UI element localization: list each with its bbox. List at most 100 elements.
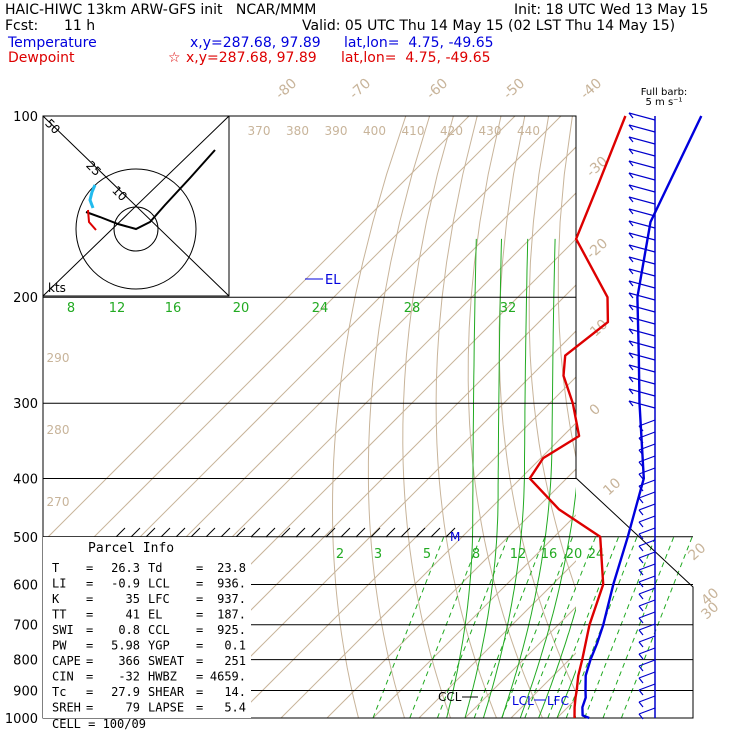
parcel-key-td: Td [148, 561, 162, 575]
valid-time: Valid: 05 UTC Thu 14 May 15 (02 LST Thu … [302, 18, 676, 34]
parcel-eq: = [86, 592, 93, 606]
mixing-ratio-line [372, 537, 445, 718]
mixing-ratio-label-5: 5 [423, 547, 431, 562]
moist-adiabat-label-12: 12 [109, 301, 126, 316]
wind-barb [628, 364, 656, 373]
isotherm-label-50: -50 [500, 75, 528, 102]
wind-barb [628, 136, 656, 145]
parcel-key-el: EL [148, 608, 162, 622]
theta-label-380: 380 [286, 124, 309, 138]
wind-barb [628, 376, 656, 385]
parcel-key-k: K [52, 592, 60, 606]
hodograph-diagonals [42, 115, 230, 297]
wind-barb [638, 551, 656, 559]
wind-barb [638, 587, 656, 595]
mixing-ratio-line [547, 537, 620, 718]
moist-adiabat-line [574, 715, 576, 718]
wind-barb-feather [628, 292, 634, 299]
hatch-mark [280, 527, 291, 538]
parcel-key-li: LI [52, 577, 66, 591]
wind-barb [628, 292, 656, 301]
parcel-key-swi: SWI [52, 623, 74, 637]
hatch-mark [295, 527, 306, 538]
dry-adiabat-line [498, 116, 576, 694]
wind-barb [628, 112, 656, 121]
parcel-key-sreh: SREH [52, 701, 81, 715]
parcel-value-tt: 41 [126, 608, 140, 622]
hodograph-kts-label: kts [48, 281, 66, 295]
dry-adiabat-line [367, 116, 431, 718]
parcel-value-el: 187. [217, 608, 246, 622]
parcel-eq: = [196, 561, 203, 575]
hatch-mark [205, 527, 216, 538]
wind-barb-feather [638, 653, 644, 660]
temperature-latlon: lat,lon= 4.75, -49.65 [344, 35, 494, 51]
wind-barb-feather [638, 545, 644, 552]
ccl-label: CCL [438, 690, 462, 704]
dry-adiabat-line [691, 116, 740, 731]
wind-barb-feather [638, 533, 644, 540]
wind-barb-feather [628, 268, 634, 275]
wind-barb-feather [628, 316, 634, 323]
hatch-mark [445, 527, 456, 538]
wind-barb [638, 647, 656, 655]
parcel-value-tc: 27.9 [111, 685, 140, 699]
theta-label-440: 440 [517, 124, 540, 138]
pressure-label-400: 400 [13, 472, 38, 487]
forecast-hour: 11 h [64, 18, 96, 34]
theta-label-370: 370 [248, 124, 271, 138]
parcel-key-tt: TT [52, 608, 66, 622]
hatch-mark [190, 527, 201, 538]
wind-barb [638, 671, 656, 679]
wind-barb-feather [628, 340, 634, 347]
isotherm-label-10: 10 [600, 475, 624, 499]
el-label: EL [325, 273, 341, 288]
wind-barb-feather [638, 665, 644, 672]
dewpoint-profile [528, 115, 627, 719]
wind-barb-feather [638, 437, 644, 444]
wind-barb-feather [628, 232, 634, 239]
pressure-label-800: 800 [13, 654, 38, 669]
parcel-eq: = [86, 654, 93, 668]
dry-adiabat-line [528, 116, 576, 591]
wind-barb [638, 575, 656, 583]
parcel-key-ygp: YGP [148, 639, 170, 653]
isotherm-label-40: 40 [698, 585, 722, 609]
parcel-eq: = [196, 701, 203, 715]
wind-barb-feather [628, 220, 634, 227]
pressure-label-200: 200 [13, 291, 38, 306]
dry-adiabat-line [557, 116, 576, 460]
parcel-cell: CELL = 100/09 [52, 717, 146, 731]
parcel-eq: = [86, 701, 93, 715]
wind-barb-feather [628, 244, 634, 251]
m-marker: M [450, 530, 460, 544]
parcel-eq: = [86, 685, 93, 699]
hatch-mark [310, 527, 321, 538]
pressure-label-900: 900 [13, 684, 38, 699]
hodograph-trace-low [88, 184, 97, 209]
parcel-key-shear: SHEAR [148, 685, 185, 699]
isotherm-line [649, 116, 740, 718]
wind-barb [628, 172, 656, 181]
wind-barb-feather [628, 376, 634, 383]
theta-label-430: 430 [479, 124, 502, 138]
isotherm-label-80: -80 [272, 75, 300, 102]
hatch-mark [430, 527, 441, 538]
hatch-mark [115, 527, 126, 538]
hatch-mark [160, 527, 171, 538]
wind-barb [628, 220, 656, 229]
hatch-mark [265, 527, 276, 538]
wind-barb [628, 196, 656, 205]
hodograph-trace [85, 149, 216, 231]
wind-barb-feather [628, 388, 634, 395]
moist-adiabat-line [649, 239, 740, 718]
parcel-key-lfc: LFC [148, 592, 170, 606]
mixing-ratio-line [565, 537, 638, 718]
wind-barb [628, 340, 656, 349]
theta-label-420: 420 [440, 124, 463, 138]
moist-adiabat-line [538, 606, 576, 718]
model-title: HAIC-HIWC 13km ARW-GFS init NCAR/MMM [5, 2, 317, 18]
parcel-info-box [43, 537, 251, 718]
wind-barb-feather [638, 569, 644, 576]
